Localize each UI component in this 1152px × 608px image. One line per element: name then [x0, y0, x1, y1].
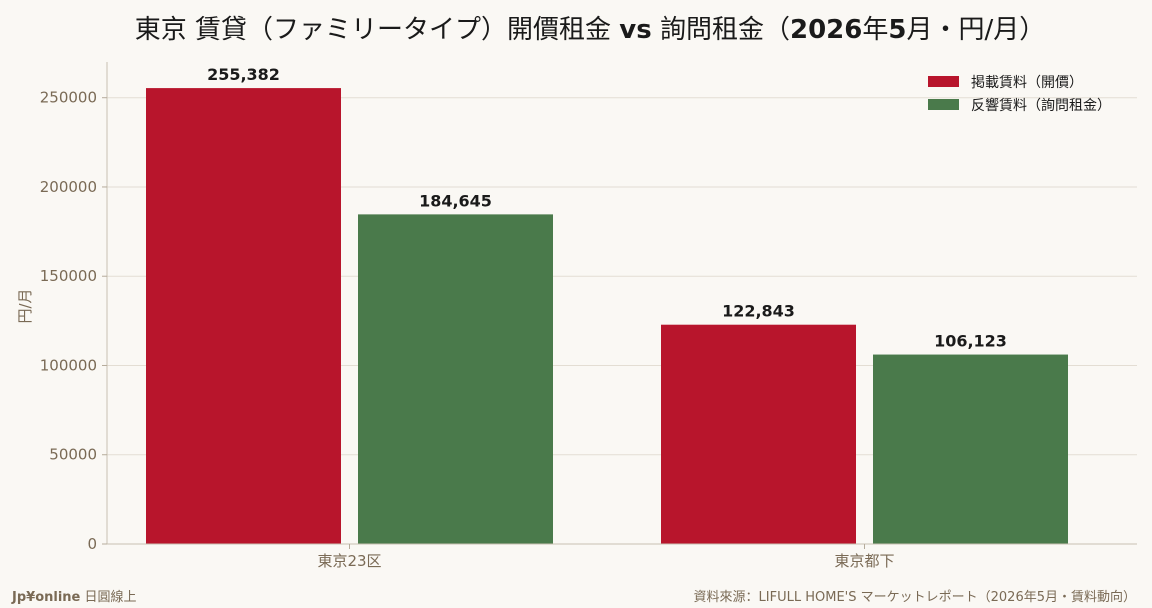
bars — [146, 88, 1068, 545]
bar — [358, 214, 553, 544]
bar — [146, 88, 341, 545]
y-tick-label: 0 — [87, 535, 97, 553]
brand-name: Jp¥online — [12, 590, 81, 605]
bar-value-label: 255,382 — [207, 65, 280, 84]
axes — [106, 62, 1137, 545]
footer-source: 資料來源：LIFULL HOME'S マーケットレポート（2026年5月・賃料動… — [693, 590, 1136, 605]
value-labels: 255,382 184,645 122,843 106,123 — [207, 65, 1007, 350]
bar-value-label: 106,123 — [934, 332, 1007, 351]
bar-value-label: 122,843 — [722, 302, 795, 321]
y-tick-label: 150000 — [40, 267, 97, 285]
footer-brand: Jp¥online 日圓線上 — [12, 586, 137, 605]
bar — [661, 324, 856, 544]
y-tick-labels: 0 50000 100000 150000 200000 250000 — [40, 89, 107, 553]
legend-swatch — [928, 76, 959, 87]
y-tick-label: 50000 — [49, 446, 97, 464]
y-tick-label: 100000 — [40, 356, 97, 374]
bar-value-label: 184,645 — [419, 191, 492, 210]
legend-label: 掲載賃料（開價） — [971, 74, 1083, 91]
y-tick-label: 200000 — [40, 178, 97, 196]
x-tick-label: 東京23区 — [317, 552, 381, 570]
y-axis-label: 円/月 — [16, 288, 34, 323]
y-tick-label: 250000 — [40, 89, 97, 107]
bar — [873, 354, 1068, 544]
legend: 掲載賃料（開價） 反響賃料（詢問租金） — [928, 74, 1111, 114]
chart-title: 東京 賃貸（ファミリータイプ）開價租金 vs 詢問租金（2026年5月・円/月） — [135, 15, 1045, 45]
legend-label: 反響賃料（詢問租金） — [971, 97, 1111, 114]
brand-suffix: 日圓線上 — [80, 590, 137, 605]
x-tick-labels: 東京23区 東京都下 — [317, 544, 895, 570]
x-tick-label: 東京都下 — [834, 552, 894, 570]
legend-swatch — [928, 99, 959, 110]
